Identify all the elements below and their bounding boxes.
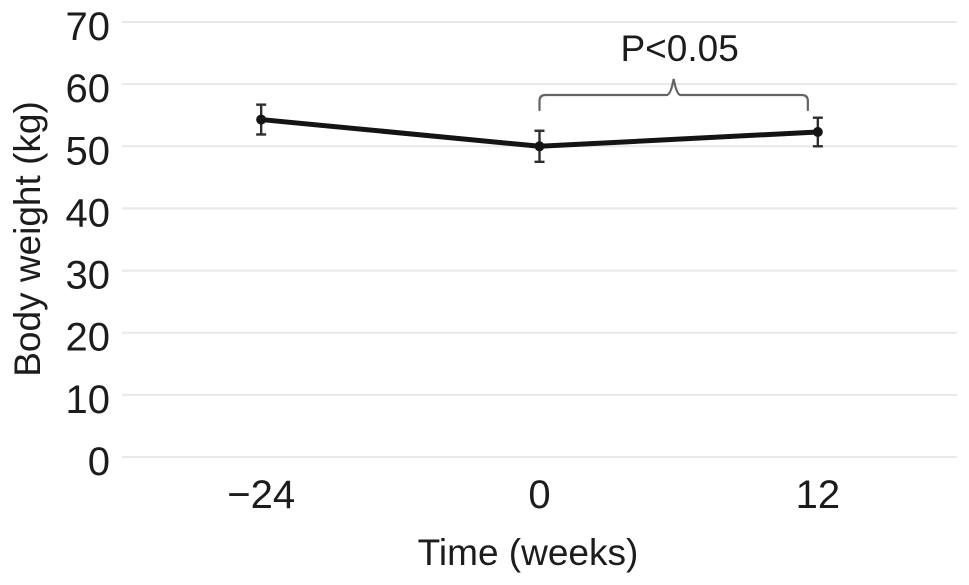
error-bars <box>256 103 823 164</box>
y-tick-label: 40 <box>66 191 111 235</box>
y-tick-label: 30 <box>66 254 111 298</box>
data-point-marker <box>812 126 823 137</box>
y-tick-label: 20 <box>66 316 111 360</box>
data-point-marker <box>534 141 545 152</box>
x-tick-label: 12 <box>796 473 841 517</box>
x-tick-label: 0 <box>528 473 550 517</box>
y-axis-tick-labels: 0 10 20 30 40 50 60 70 <box>66 5 111 484</box>
y-tick-label: 10 <box>66 378 111 422</box>
x-axis-tick-labels: −24 0 12 <box>227 473 840 517</box>
y-tick-label: 60 <box>66 67 111 111</box>
p-value-label: P<0.05 <box>621 28 739 69</box>
y-axis-title: Body weight (kg) <box>7 101 48 377</box>
significance-bracket <box>538 78 809 112</box>
data-point-markers <box>256 114 823 152</box>
y-tick-label: 50 <box>66 129 111 173</box>
x-tick-label: −24 <box>227 473 295 517</box>
x-axis-title: Time (weeks) <box>418 532 639 573</box>
bracket-path <box>538 78 809 112</box>
y-tick-label: 70 <box>66 5 111 49</box>
y-tick-label: 0 <box>88 440 110 484</box>
data-point-marker <box>256 114 267 125</box>
horizontal-gridlines <box>122 21 957 458</box>
